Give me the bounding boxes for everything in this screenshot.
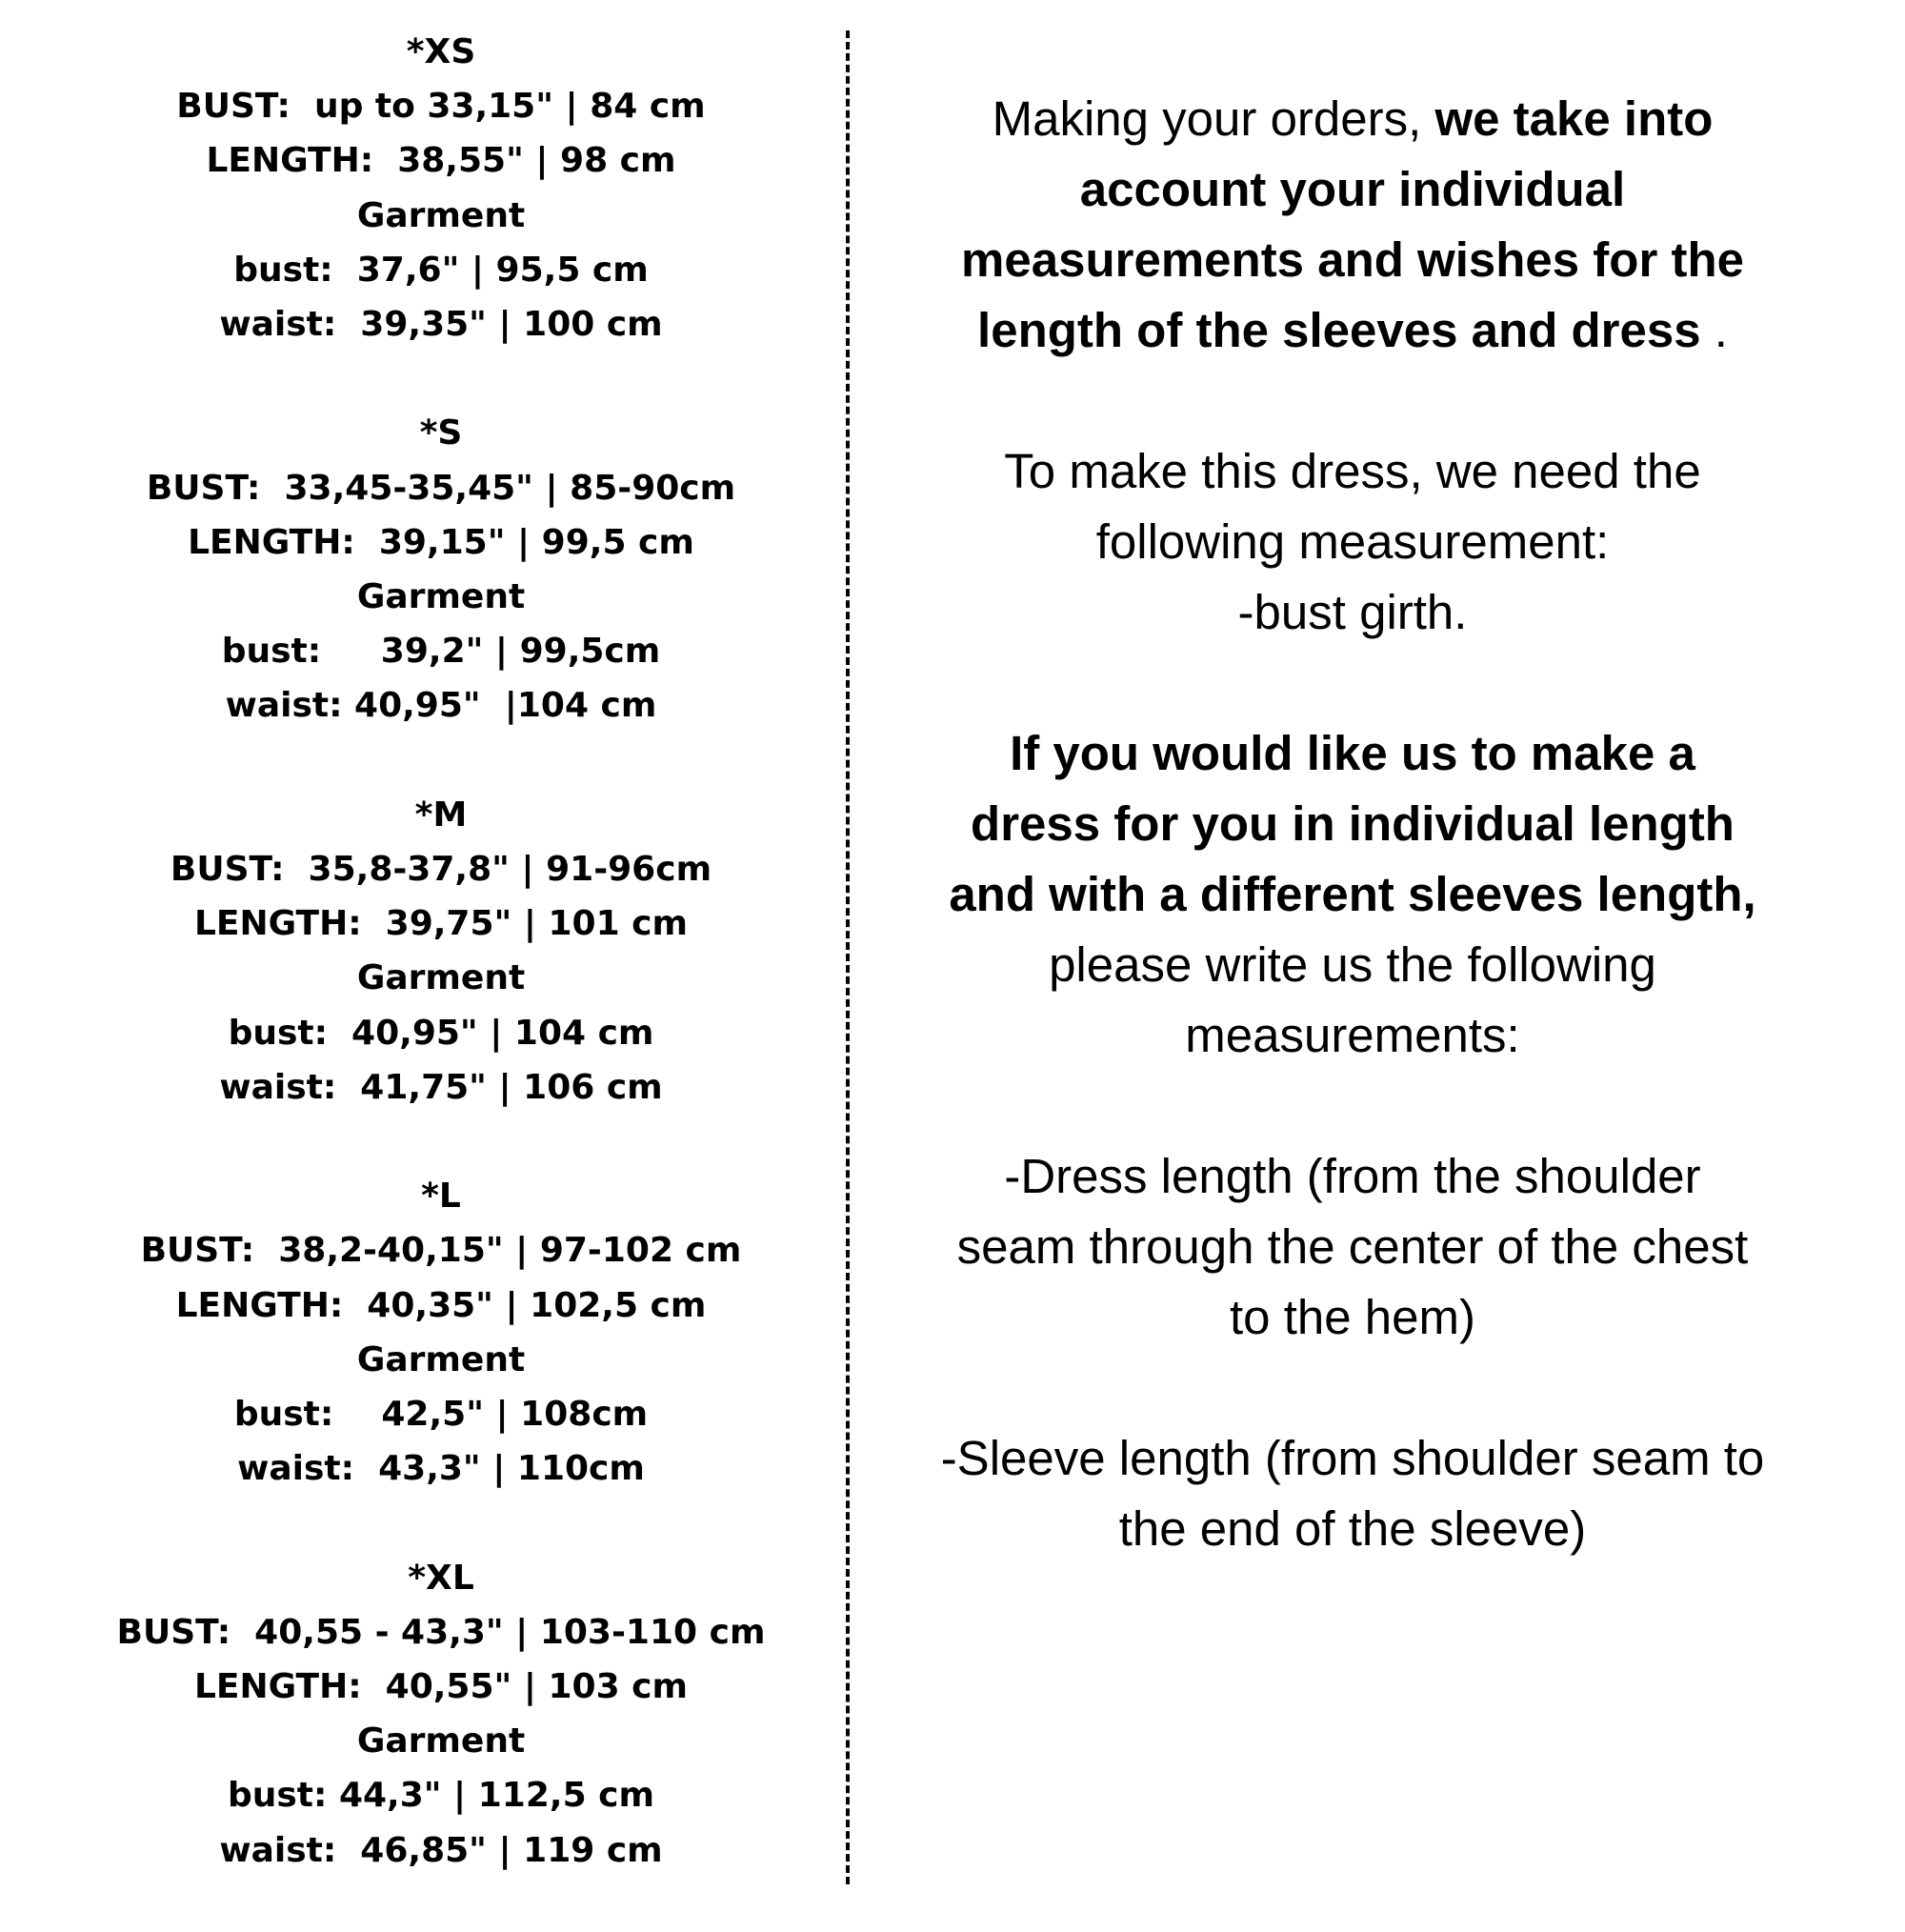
text-line: To make this dress, we need the (1004, 444, 1701, 498)
garment-bust: bust: 40,95" | 104 cm (228, 1013, 654, 1053)
order-info: Making your orders, we take into account… (886, 84, 1819, 1635)
text-line: to the hem) (1230, 1290, 1475, 1344)
body-length: LENGTH: 38,55" | 98 cm (206, 141, 676, 181)
text-line: measurements: (1185, 1008, 1520, 1062)
intro-text: Making your orders, (992, 91, 1435, 146)
text-line: following measurement: (1095, 514, 1610, 569)
garment-bust: bust: 42,5" | 108cm (233, 1395, 649, 1435)
body-length: LENGTH: 40,35" | 102,5 cm (175, 1285, 707, 1325)
text-line: seam through the center of the chest (956, 1219, 1749, 1274)
intro-bold: measurements and wishes for the (961, 232, 1744, 287)
size-chart: *XS BUST: up to 33,15" | 84 cm LENGTH: 3… (57, 25, 825, 1932)
size-group: *M BUST: 35,8-37,8" | 91-96cm LENGTH: 39… (57, 788, 825, 1115)
intro-paragraph: Making your orders, we take into account… (886, 84, 1819, 366)
text-line: If you would like us to make a (1010, 726, 1695, 780)
body-length: LENGTH: 39,15" | 99,5 cm (188, 522, 694, 562)
garment-heading: Garment (356, 1339, 526, 1379)
garment-heading: Garment (356, 958, 526, 998)
garment-waist: waist: 41,75" | 106 cm (219, 1067, 663, 1107)
size-label: *XS (406, 32, 476, 71)
garment-waist: waist: 43,3" | 110cm (237, 1449, 645, 1489)
text-line: please write us the following (1049, 937, 1656, 992)
size-group: *S BUST: 33,45-35,45" | 85-90cm LENGTH: … (57, 406, 825, 733)
size-group: *XL BUST: 40,55 - 43,3" | 103-110 cm LEN… (57, 1551, 825, 1878)
garment-waist: waist: 46,85" | 119 cm (219, 1830, 663, 1870)
garment-bust: bust: 39,2" | 99,5cm (221, 632, 661, 672)
dress-length-item: -Dress length (from the shoulder seam th… (886, 1141, 1819, 1353)
intro-bold: account your individual (1079, 162, 1626, 216)
garment-heading: Garment (356, 1721, 526, 1761)
garment-waist: waist: 40,95" |104 cm (225, 686, 657, 726)
text-line: -Dress length (from the shoulder (1004, 1149, 1701, 1203)
size-group: *XS BUST: up to 33,15" | 84 cm LENGTH: 3… (57, 25, 825, 352)
intro-bold: we take into (1434, 91, 1714, 146)
garment-waist: waist: 39,35" | 100 cm (219, 305, 663, 345)
custom-request: If you would like us to make a dress for… (886, 718, 1819, 1071)
body-bust: BUST: 40,55 - 43,3" | 103-110 cm (116, 1612, 766, 1652)
intro-bold: length of the sleeves and dress (977, 303, 1701, 357)
size-group: *L BUST: 38,2-40,15" | 97-102 cm LENGTH:… (57, 1169, 825, 1496)
size-label: *M (414, 795, 468, 835)
garment-bust: bust: 37,6" | 95,5 cm (233, 250, 649, 290)
body-length: LENGTH: 39,75" | 101 cm (193, 904, 689, 944)
size-label: *XL (408, 1558, 474, 1598)
text-line: and with a different sleeves length, (949, 867, 1756, 921)
text-line: -bust girth. (1237, 585, 1468, 639)
text-line: dress for you in individual length (971, 796, 1735, 851)
garment-bust: bust: 44,3" | 112,5 cm (227, 1776, 654, 1816)
intro-text: . (1700, 303, 1728, 357)
text-line: -Sleeve length (from shoulder seam to (940, 1431, 1765, 1485)
required-measurement: To make this dress, we need the followin… (886, 436, 1819, 648)
garment-heading: Garment (356, 577, 526, 617)
size-label: *S (419, 413, 463, 453)
body-length: LENGTH: 40,55" | 103 cm (193, 1667, 689, 1707)
body-bust: BUST: 33,45-35,45" | 85-90cm (146, 468, 736, 508)
body-bust: BUST: 38,2-40,15" | 97-102 cm (140, 1231, 742, 1271)
text-line: the end of the sleeve) (1118, 1501, 1587, 1556)
garment-heading: Garment (356, 195, 526, 235)
dashed-divider (846, 30, 850, 1884)
body-bust: BUST: up to 33,15" | 84 cm (176, 87, 706, 127)
body-bust: BUST: 35,8-37,8" | 91-96cm (170, 850, 712, 890)
sleeve-length-item: -Sleeve length (from shoulder seam to th… (886, 1423, 1819, 1564)
size-label: *L (421, 1177, 461, 1217)
